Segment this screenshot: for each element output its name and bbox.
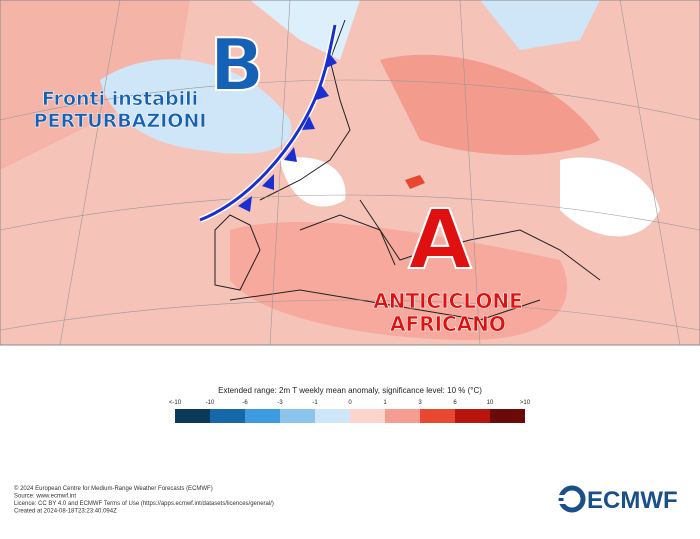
colorbar-tick-label: 10 [487,400,494,406]
colorbar-tick-label: >10 [520,400,531,406]
colorbar-tick-label: 0 [348,400,352,406]
colorbar: <-10 -10 -6 -3 -1 0 1 3 6 10 >10 [169,400,531,423]
map: B Fronti instabili PERTURBAZIONI A ANTIC… [0,0,700,346]
anomaly-area [0,0,190,170]
colorbar-swatch [490,409,525,423]
logo: ECMWF [556,485,678,514]
warm-anomaly [380,54,600,155]
footer: © 2024 European Centre for Medium-Range … [14,485,274,515]
graticule [0,0,700,346]
colorbar-tick-label: 6 [453,400,457,406]
logo-text: ECMWF [587,487,678,514]
footer-line: © 2024 European Centre for Medium-Range … [14,485,213,492]
neutral-area [280,157,346,207]
high-caption: AFRICANO [390,312,506,336]
colorbar-swatch [455,409,490,423]
colorbar-swatch [175,409,210,423]
footer-line: Licence: CC BY 4.0 and ECMWF Terms of Us… [14,501,274,507]
cold-front [198,24,338,223]
colorbar-swatch [385,409,420,423]
neutral-area [560,157,660,237]
coastlines [214,19,601,321]
low-pressure-label: B [210,23,265,107]
colorbar-tick-label: -3 [277,400,283,406]
footer-line: Created at 2024-08-18T23:23:40.094Z [14,509,117,515]
high-caption: ANTICICLONE [373,289,523,313]
legend-title: Extended range: 2m T weekly mean anomaly… [218,386,482,395]
cold-anomaly [100,59,292,154]
low-caption: Fronti instabili [42,88,198,110]
footer-line: Source: www.ecmwf.int [14,494,76,500]
colorbar-swatch [315,409,350,423]
high-pressure-label: A [408,193,472,288]
colorbar-swatch [210,409,245,423]
colorbar-tick-label: -10 [206,400,215,406]
colorbar-tick-label: -6 [242,400,248,406]
colorbar-tick-label: 1 [383,400,387,406]
colorbar-swatch [420,409,455,423]
colorbar-tick-label: 3 [418,400,422,406]
colorbar-swatch [350,409,385,423]
low-caption: PERTURBAZIONI [34,110,207,132]
colorbar-swatch [245,409,280,423]
colorbar-tick-label: <-10 [169,400,182,406]
warm-anomaly [405,175,425,189]
map-frame [0,0,700,346]
warm-anomaly [230,221,568,340]
colorbar-swatch [280,409,315,423]
cold-anomaly [480,0,600,50]
colorbar-tick-label: -1 [312,400,318,406]
